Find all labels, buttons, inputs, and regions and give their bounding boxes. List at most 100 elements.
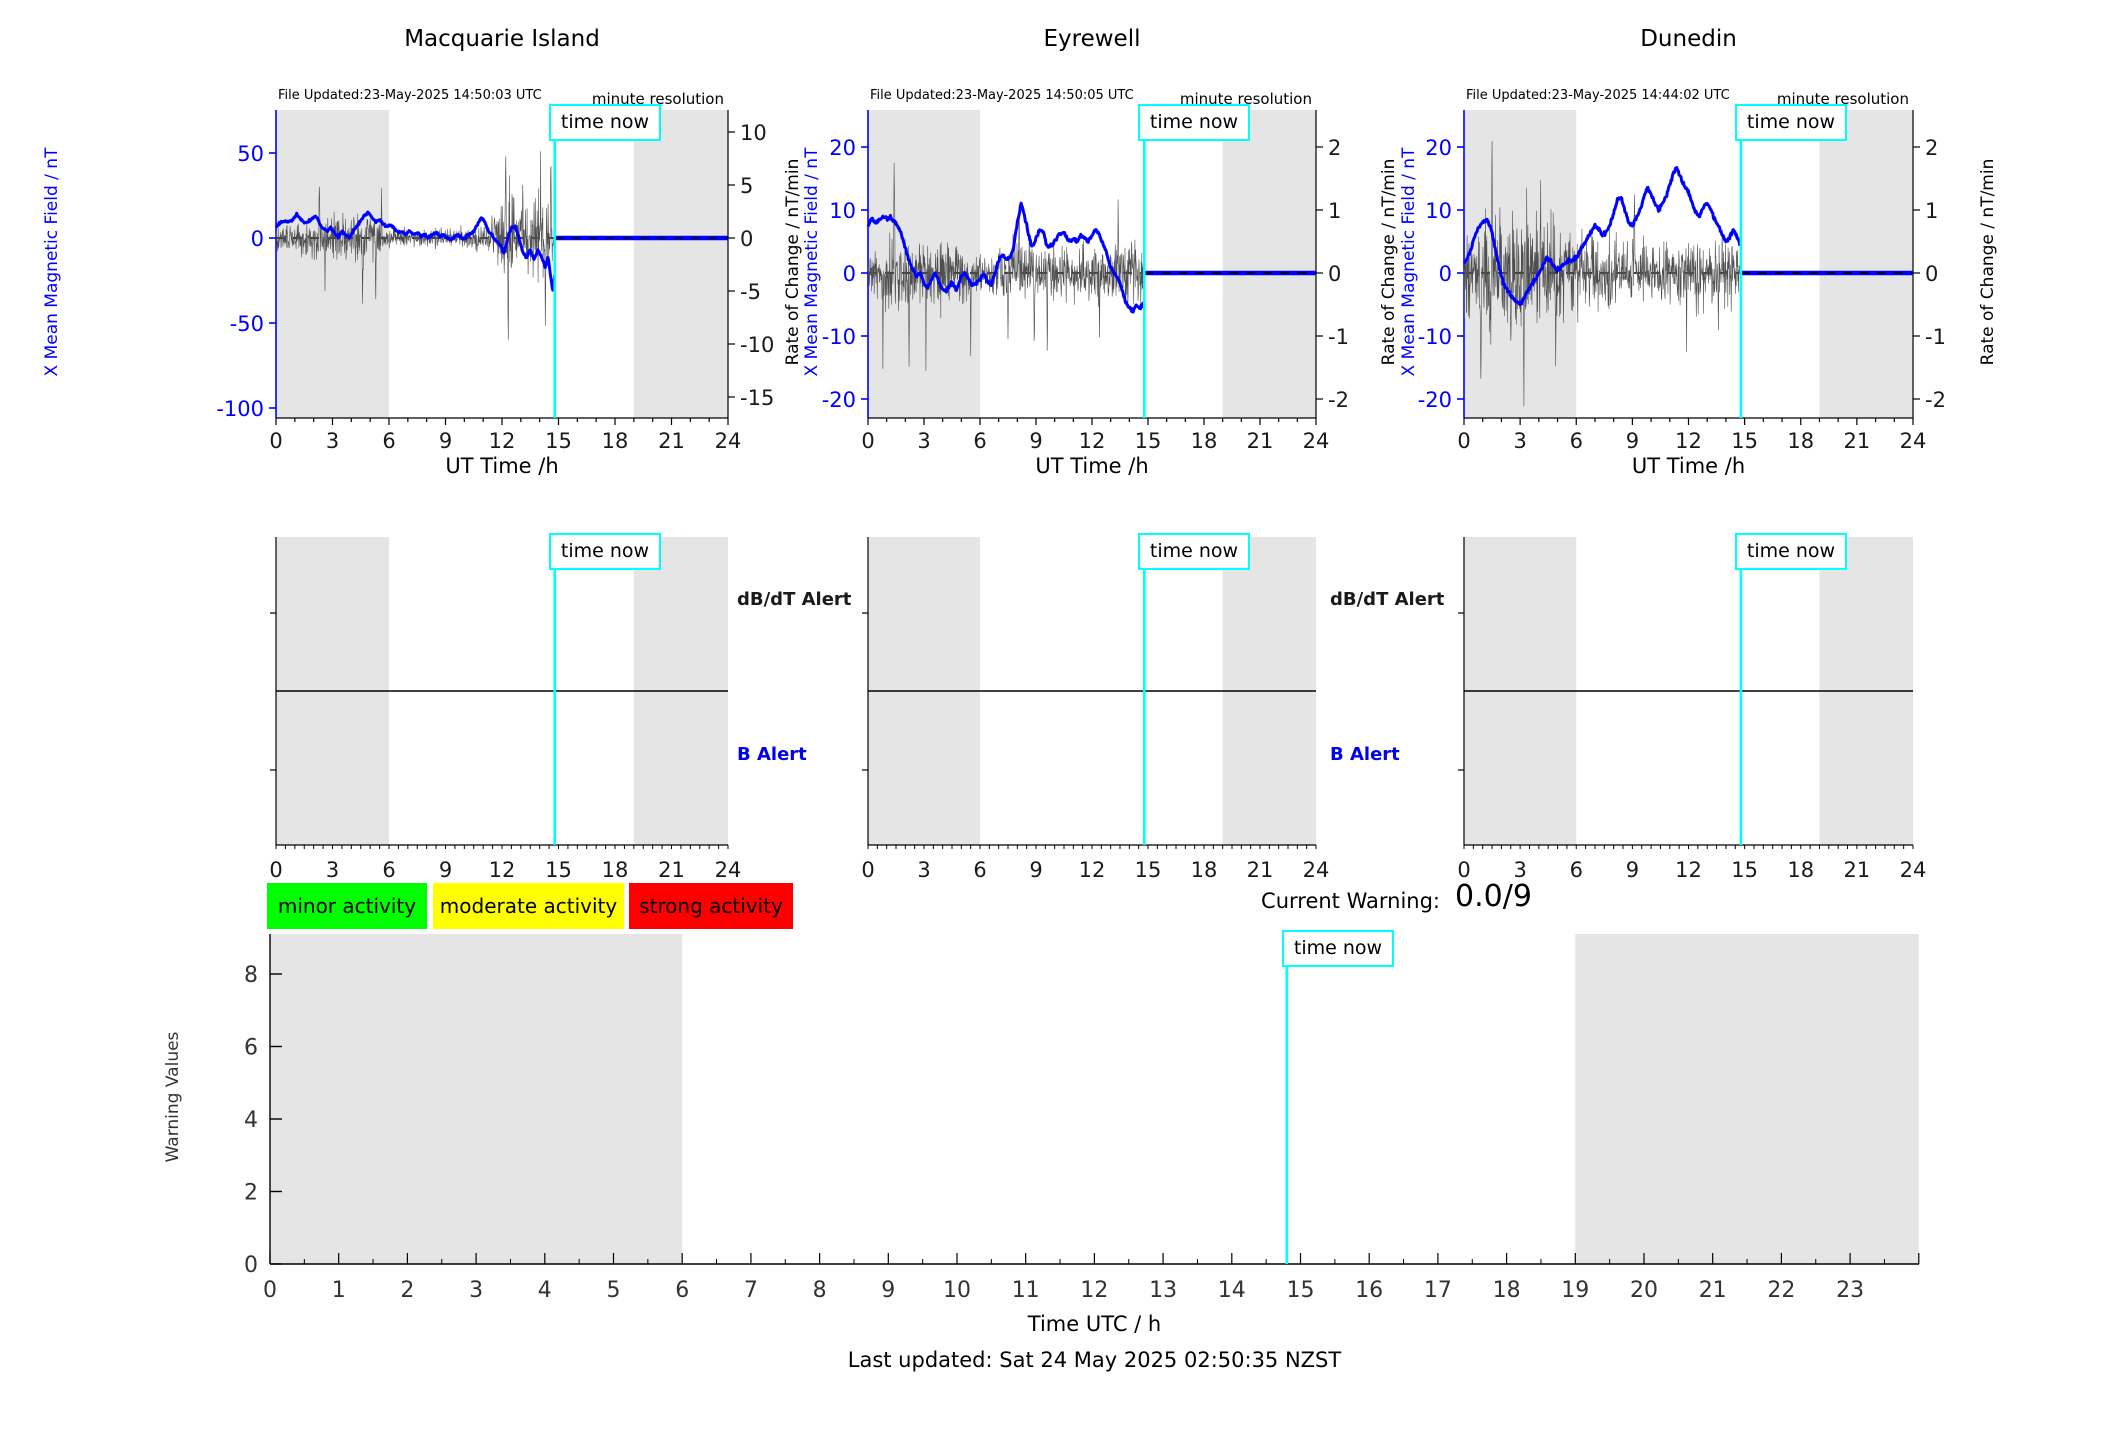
x-tick-label: 15	[545, 429, 572, 453]
x-tick-label: 3	[326, 858, 339, 882]
x-tick-label: 20	[1630, 1278, 1658, 1303]
mean-field-series	[866, 201, 1146, 314]
right-tick-label: -10	[740, 333, 774, 357]
rate-of-change-series	[867, 162, 1145, 371]
y-tick-label: 4	[244, 1108, 258, 1133]
left-tick-label: -20	[822, 388, 856, 412]
x-tick-label: 24	[1900, 429, 1927, 453]
left-tick-label: -50	[230, 312, 264, 336]
x-tick-label: 2	[400, 1278, 414, 1303]
x-tick-label: 15	[545, 858, 572, 882]
x-tick-label: 6	[1570, 858, 1583, 882]
x-tick-label: 24	[1303, 858, 1330, 882]
left-axis-label-dunedin: X Mean Magnetic Field / nT	[1399, 147, 1419, 377]
left-tick-label: 0	[251, 227, 264, 251]
left-tick-label: 50	[237, 142, 264, 166]
right-axis-label-eyrewell: Rate of Change / nT/min	[1379, 158, 1399, 366]
current-warning-value: 0.0/9	[1455, 879, 1532, 914]
x-tick-label: 9	[439, 858, 452, 882]
x-tick-label: 9	[1626, 429, 1639, 453]
left-tick-label: 20	[829, 136, 856, 160]
station-title-macquarie: Macquarie Island	[404, 26, 600, 52]
station-title-eyrewell: Eyrewell	[1043, 26, 1141, 52]
x-tick-label: 6	[973, 429, 986, 453]
x-tick-label: 12	[1080, 1278, 1108, 1303]
x-tick-label: 18	[602, 429, 629, 453]
x-tick-label: 14	[1218, 1278, 1246, 1303]
left-tick-label: -10	[822, 325, 856, 349]
time-now-label: time now	[1282, 930, 1394, 967]
x-tick-label: 9	[1626, 858, 1639, 882]
x-tick-label: 18	[1787, 858, 1814, 882]
x-tick-label: 15	[1287, 1278, 1315, 1303]
x-tick-label: 21	[658, 858, 685, 882]
x-tick-label: 3	[326, 429, 339, 453]
x-tick-label: 21	[658, 429, 685, 453]
x-tick-label: 18	[1191, 429, 1218, 453]
x-tick-label: 4	[538, 1278, 552, 1303]
right-tick-label: -2	[1328, 388, 1349, 412]
right-tick-label: 10	[740, 121, 767, 145]
x-tick-label: 12	[1675, 858, 1702, 882]
night-band	[1819, 110, 1913, 418]
x-tick-label: 13	[1149, 1278, 1177, 1303]
left-axis-label-macquarie: X Mean Magnetic Field / nT	[42, 147, 62, 377]
x-tick-label: 6	[382, 858, 395, 882]
x-tick-label: 6	[382, 429, 395, 453]
x-tick-label: 15	[1135, 858, 1162, 882]
right-tick-label: -5	[740, 280, 761, 304]
x-tick-label: 12	[489, 858, 516, 882]
time-now-label: time now	[549, 533, 661, 570]
right-tick-label: 2	[1328, 136, 1341, 160]
legend-minor-activity: minor activity	[267, 883, 427, 929]
right-tick-label: 1	[1925, 199, 1938, 223]
x-tick-label: 15	[1135, 429, 1162, 453]
right-tick-label: 5	[740, 174, 753, 198]
x-tick-label: 24	[715, 429, 742, 453]
dbdt-alert-label: dB/dT Alert	[737, 589, 852, 610]
station-title-dunedin: Dunedin	[1640, 26, 1737, 52]
right-axis-label-macquarie: Rate of Change / nT/min	[783, 158, 803, 366]
y-tick-label: 2	[244, 1181, 258, 1206]
right-axis-label-dunedin: Rate of Change / nT/min	[1978, 158, 1998, 366]
x-tick-label: 0	[861, 429, 874, 453]
time-now-label: time now	[1138, 533, 1250, 570]
right-tick-label: 0	[1328, 262, 1341, 286]
x-tick-label: 17	[1424, 1278, 1452, 1303]
x-tick-label: 3	[917, 858, 930, 882]
x-tick-label: 12	[1079, 858, 1106, 882]
legend-moderate-activity: moderate activity	[433, 883, 624, 929]
night-band	[1575, 934, 1919, 1264]
x-tick-label: 9	[439, 429, 452, 453]
x-axis-title-dunedin: UT Time /h	[1631, 454, 1746, 478]
x-tick-label: 0	[861, 858, 874, 882]
right-tick-label: -2	[1925, 388, 1946, 412]
x-tick-label: 0	[1457, 858, 1470, 882]
x-tick-label: 3	[469, 1278, 483, 1303]
resolution-note-dunedin: minute resolution	[1776, 90, 1909, 108]
x-tick-label: 15	[1731, 429, 1758, 453]
night-band	[270, 934, 683, 1264]
time-utc-axis-label: Time UTC / h	[1027, 1312, 1162, 1336]
x-tick-label: 21	[1247, 429, 1274, 453]
right-tick-label: -15	[740, 386, 774, 410]
x-tick-label: 11	[1012, 1278, 1040, 1303]
x-tick-label: 3	[1513, 858, 1526, 882]
b-alert-label: B Alert	[737, 744, 807, 765]
x-tick-label: 24	[1303, 429, 1330, 453]
x-tick-label: 18	[602, 858, 629, 882]
b-alert-label: B Alert	[1330, 744, 1400, 765]
file-updated-macquarie: File Updated:23-May-2025 14:50:03 UTC	[278, 88, 542, 103]
x-tick-label: 6	[675, 1278, 689, 1303]
x-tick-label: 0	[269, 429, 282, 453]
time-now-label: time now	[1735, 533, 1847, 570]
x-axis-title-macquarie: UT Time /h	[445, 454, 559, 478]
time-now-label: time now	[549, 104, 661, 141]
time-now-label: time now	[1735, 104, 1847, 141]
x-tick-label: 1	[332, 1278, 346, 1303]
left-tick-label: -20	[1418, 388, 1452, 412]
x-axis-title-eyrewell: UT Time /h	[1035, 454, 1149, 478]
mean-field-series	[274, 210, 557, 292]
